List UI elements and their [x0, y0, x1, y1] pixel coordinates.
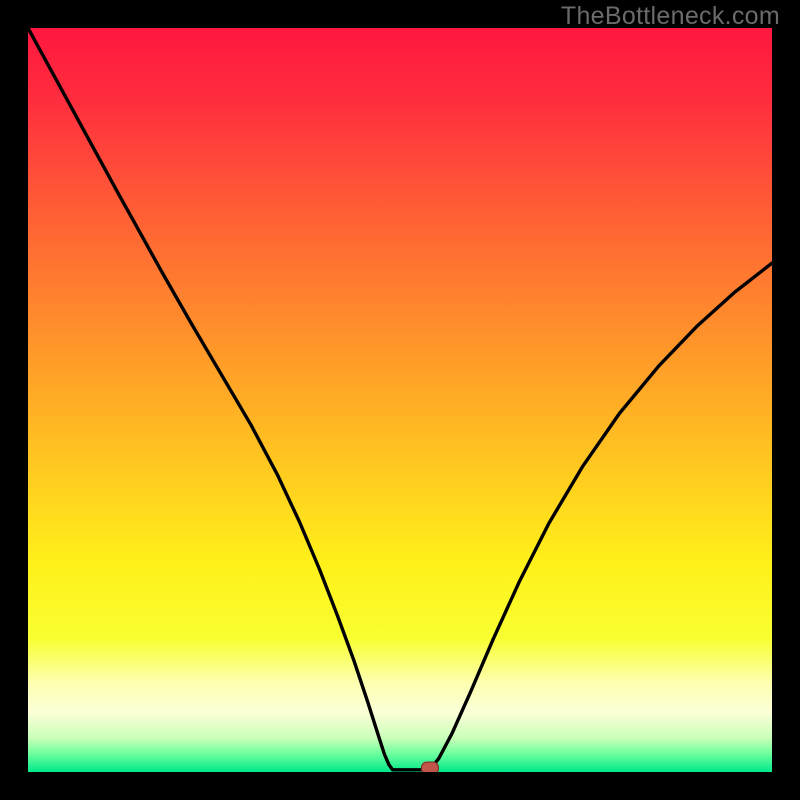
- chart-frame: [0, 0, 800, 800]
- watermark-text: TheBottleneck.com: [561, 2, 780, 31]
- curve-path: [28, 28, 772, 770]
- plot-area: [28, 28, 772, 772]
- bottleneck-curve: [28, 28, 772, 772]
- min-point-marker: [421, 761, 439, 772]
